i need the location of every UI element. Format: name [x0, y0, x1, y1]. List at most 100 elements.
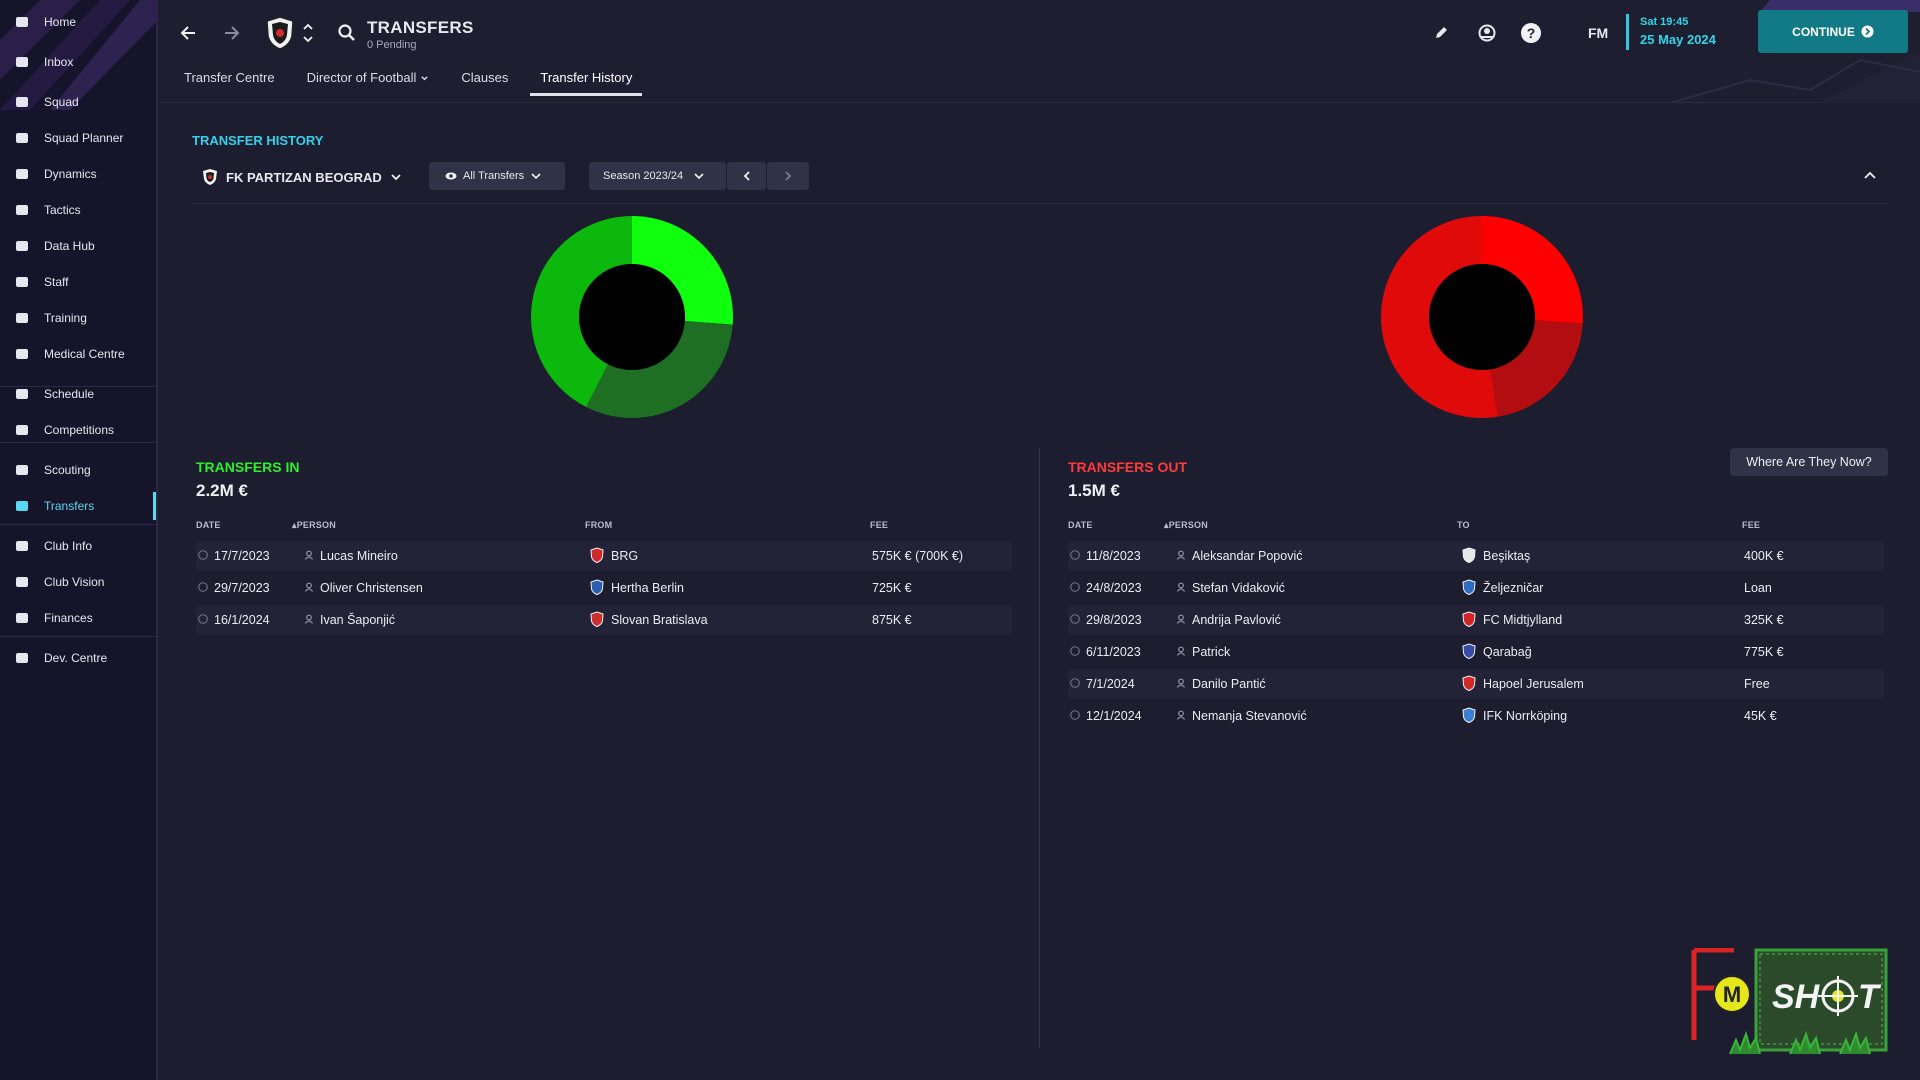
search-button[interactable]	[334, 20, 360, 46]
sidebar-item-dynamics[interactable]: Dynamics	[0, 156, 156, 192]
person-cell-text: Ivan Šaponjić	[320, 613, 396, 627]
club-selector[interactable]: FK PARTIZAN BEOGRAD	[202, 166, 402, 188]
person-cell-text: Andrija Pavlović	[1192, 613, 1281, 627]
help-button[interactable]: ?	[1518, 20, 1544, 46]
table-row[interactable]: 24/8/2023 Stefan Vidaković Željezničar Loan	[1068, 573, 1884, 603]
chevron-down-icon	[391, 174, 401, 181]
column-header-person[interactable]: ▴PERSON	[1164, 520, 1208, 531]
collapse-button[interactable]	[1862, 168, 1878, 184]
sidebar-item-label: Home	[44, 15, 77, 29]
season-label: Season 2023/24	[603, 170, 684, 182]
chevron-updown-icon	[303, 23, 313, 43]
transfer-filter-dropdown[interactable]: All Transfers	[429, 162, 565, 190]
sidebar-item-medical-centre[interactable]: Medical Centre	[0, 336, 156, 372]
column-header-from[interactable]: FROM	[585, 520, 613, 530]
donut-segment[interactable]	[632, 216, 733, 325]
chevron-right-icon	[785, 171, 792, 181]
fm-menu-button[interactable]: FM	[1588, 25, 1609, 41]
data-hub-icon	[12, 236, 32, 256]
back-button[interactable]	[176, 20, 202, 46]
status-icon	[198, 549, 208, 563]
date-cell: 16/1/2024	[198, 605, 270, 635]
column-header-fee[interactable]: FEE	[870, 520, 889, 530]
chevron-down-icon	[420, 70, 429, 86]
donut-hole	[579, 264, 685, 370]
date-cell: 24/8/2023	[1070, 573, 1142, 603]
column-header-fee[interactable]: FEE	[1742, 520, 1761, 530]
sidebar-item-club-vision[interactable]: Club Vision	[0, 564, 156, 600]
club-cell-text: Slovan Bratislava	[611, 613, 708, 627]
column-header-person[interactable]: ▴PERSON	[292, 520, 336, 531]
tab-transfer-centre[interactable]: Transfer Centre	[184, 68, 275, 96]
fee-cell: 325K €	[1744, 605, 1784, 635]
club-cell-text: Hapoel Jerusalem	[1483, 677, 1584, 691]
tab-clauses[interactable]: Clauses	[461, 68, 508, 96]
sidebar-item-club-info[interactable]: Club Info	[0, 528, 156, 564]
column-header-to[interactable]: TO	[1457, 520, 1470, 530]
table-row[interactable]: 29/7/2023 Oliver Christensen Hertha Berlin…	[196, 573, 1012, 603]
edit-button[interactable]	[1428, 20, 1454, 46]
fee-cell: 400K €	[1744, 541, 1784, 571]
sidebar-item-inbox[interactable]: Inbox	[0, 44, 156, 80]
pencil-icon	[1436, 27, 1447, 38]
sidebar-item-tactics[interactable]: Tactics	[0, 192, 156, 228]
club-crest-icon[interactable]	[264, 16, 296, 50]
donut-segment[interactable]	[1490, 320, 1583, 417]
arrow-circle-icon	[1861, 25, 1874, 38]
column-header-date[interactable]: DATE	[1068, 520, 1093, 530]
season-dropdown[interactable]: Season 2023/24	[589, 162, 726, 190]
sidebar-item-schedule[interactable]: Schedule	[0, 376, 156, 412]
club-crest-icon	[589, 610, 605, 630]
sidebar-item-scouting[interactable]: Scouting	[0, 452, 156, 488]
sidebar-item-finances[interactable]: Finances	[0, 600, 156, 636]
inbox-icon	[12, 52, 32, 72]
donut-segment[interactable]	[1482, 216, 1583, 324]
table-row[interactable]: 16/1/2024 Ivan Šaponjić Slovan Bratislava 8…	[196, 605, 1012, 635]
date-accent	[1626, 14, 1629, 50]
column-header-date[interactable]: DATE	[196, 520, 221, 530]
stadium-icon	[12, 572, 32, 592]
sidebar-item-data-hub[interactable]: Data Hub	[0, 228, 156, 264]
donut-segment[interactable]	[1380, 216, 1498, 418]
date-cell-text: 17/7/2023	[214, 549, 270, 563]
table-row[interactable]: 12/1/2024 Nemanja Stevanović IFK Norrköpin…	[1068, 701, 1884, 731]
sidebar-item-training[interactable]: Training	[0, 300, 156, 336]
column-header-person-label: PERSON	[296, 520, 336, 530]
sidebar-item-staff[interactable]: Staff	[0, 264, 156, 300]
globe-ball-icon	[1478, 24, 1496, 42]
game-status-button[interactable]	[1474, 20, 1500, 46]
sidebar-item-competitions[interactable]: Competitions	[0, 412, 156, 448]
tab-director-of-football[interactable]: Director of Football	[307, 68, 430, 96]
previous-season-button[interactable]	[727, 162, 766, 190]
forward-button[interactable]	[218, 20, 244, 46]
table-row[interactable]: 6/11/2023 Patrick Qarabağ 775K €	[1068, 637, 1884, 667]
person-icon	[1176, 645, 1186, 659]
tab-transfer-history[interactable]: Transfer History	[530, 68, 643, 96]
sidebar-item-squad[interactable]: Squad	[0, 84, 156, 120]
game-time: Sat 19:45	[1640, 16, 1689, 28]
logo-text: SH	[1772, 978, 1821, 1016]
donut-segment[interactable]	[531, 216, 632, 407]
sidebar-item-home[interactable]: Home	[0, 4, 156, 40]
club-crest-icon	[1461, 674, 1477, 694]
table-row[interactable]: 17/7/2023 Lucas Mineiro BRG 575K € (700K €)	[196, 541, 1012, 571]
sidebar-item-transfers[interactable]: Transfers	[0, 488, 156, 524]
eye-icon	[445, 172, 457, 180]
club-cell-text: Hertha Berlin	[611, 581, 684, 595]
club-crest-icon	[1461, 546, 1477, 566]
where-are-they-now-button[interactable]: Where Are They Now?	[1730, 448, 1888, 476]
next-season-button[interactable]	[767, 162, 809, 190]
table-row[interactable]: 11/8/2023 Aleksandar Popović Beşiktaş 400K …	[1068, 541, 1884, 571]
table-row[interactable]: 29/8/2023 Andrija Pavlović FC Midtjylland 3…	[1068, 605, 1884, 635]
sidebar-item-label: Club Vision	[44, 575, 105, 589]
sidebar-item-squad-planner[interactable]: Squad Planner	[0, 120, 156, 156]
fee-cell-text: 875K €	[872, 613, 912, 627]
transfers-in-title: TRANSFERS IN	[196, 459, 300, 475]
donut-segment[interactable]	[586, 320, 733, 418]
fee-cell-text: Free	[1744, 677, 1770, 691]
club-switch-button[interactable]	[300, 20, 316, 46]
table-row[interactable]: 7/1/2024 Danilo Pantić Hapoel Jerusalem Fre…	[1068, 669, 1884, 699]
sidebar-item-dev-centre[interactable]: Dev. Centre	[0, 640, 156, 676]
chevron-down-icon	[531, 173, 541, 180]
continue-button[interactable]: CONTINUE	[1758, 10, 1908, 53]
